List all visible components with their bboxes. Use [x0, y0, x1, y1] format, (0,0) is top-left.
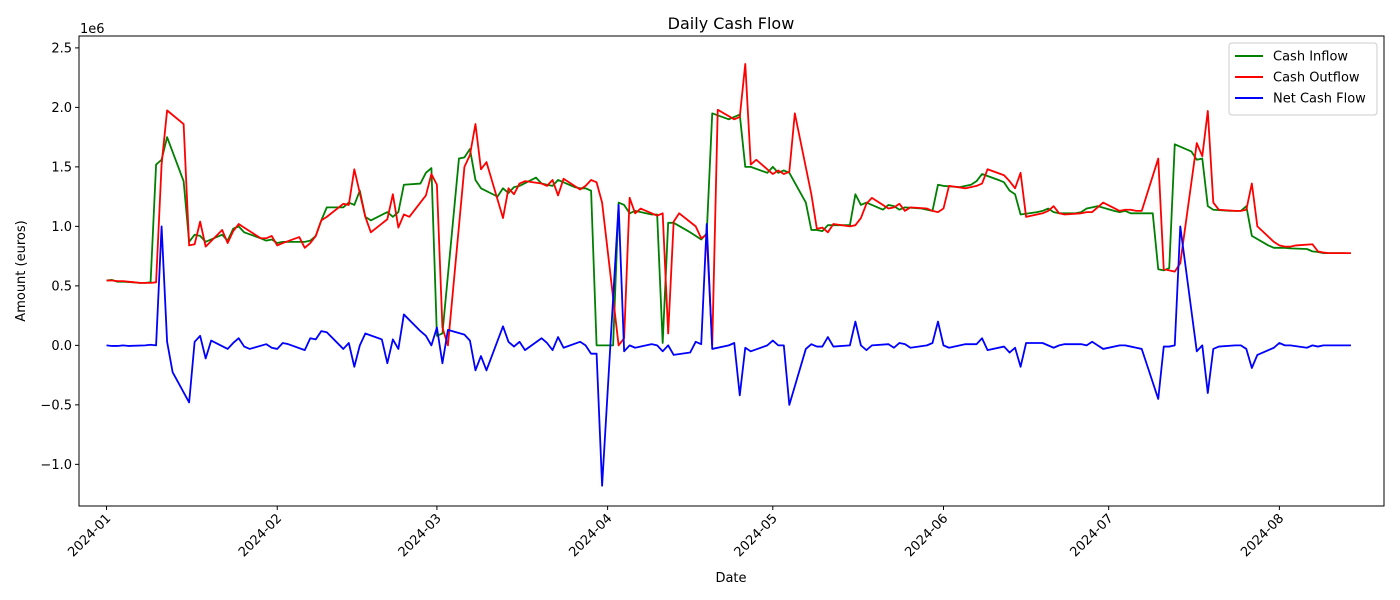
y-tick-label: 2.5 — [51, 41, 72, 56]
y-tick-label: 2.0 — [51, 101, 72, 116]
x-tick-label: 2024-05 — [732, 511, 781, 560]
x-tick-label: 2024-04 — [566, 511, 615, 560]
y-tick-label: −1.0 — [40, 458, 72, 473]
y-tick-label: 1.0 — [51, 220, 72, 235]
x-tick-label: 2024-02 — [236, 511, 285, 560]
x-tick-label: 2024-06 — [902, 511, 951, 560]
series-line-cash-inflow — [106, 112, 1346, 347]
y-tick-label: −0.5 — [40, 398, 72, 413]
series-line-cash-outflow — [106, 63, 1351, 347]
series-layer — [106, 63, 1351, 487]
x-axis: 2024-01 2024-02 2024-03 2024-04 2024-05 2024-… — [65, 506, 1287, 560]
y-tick-label: 0.0 — [51, 339, 72, 354]
legend-label-net-cash-flow: Net Cash Flow — [1273, 92, 1366, 107]
legend-box — [1228, 42, 1378, 116]
plot-area-frame — [78, 35, 1385, 507]
y-tick-label: 0.5 — [51, 279, 72, 294]
y-tick-label: 1.5 — [51, 160, 72, 175]
legend: Cash Inflow Cash Outflow Net Cash Flow — [1228, 42, 1378, 116]
y-axis: −1.0 −0.5 0.0 0.5 1.0 1.5 2.0 2.5 — [40, 41, 79, 473]
x-axis-title: Date — [715, 571, 746, 586]
x-tick-label: 2024-08 — [1238, 511, 1287, 560]
legend-label-cash-outflow: Cash Outflow — [1273, 71, 1360, 86]
x-tick-label: 2024-03 — [396, 511, 445, 560]
x-tick-label: 2024-07 — [1067, 511, 1116, 560]
series-line-net-cash-flow — [106, 204, 1351, 487]
y-axis-title: Amount (euros) — [14, 220, 29, 321]
y-axis-offset-label: 1e6 — [80, 22, 105, 37]
chart-title: Daily Cash Flow — [668, 14, 795, 33]
legend-label-cash-inflow: Cash Inflow — [1273, 50, 1348, 65]
x-tick-label: 2024-01 — [65, 511, 114, 560]
